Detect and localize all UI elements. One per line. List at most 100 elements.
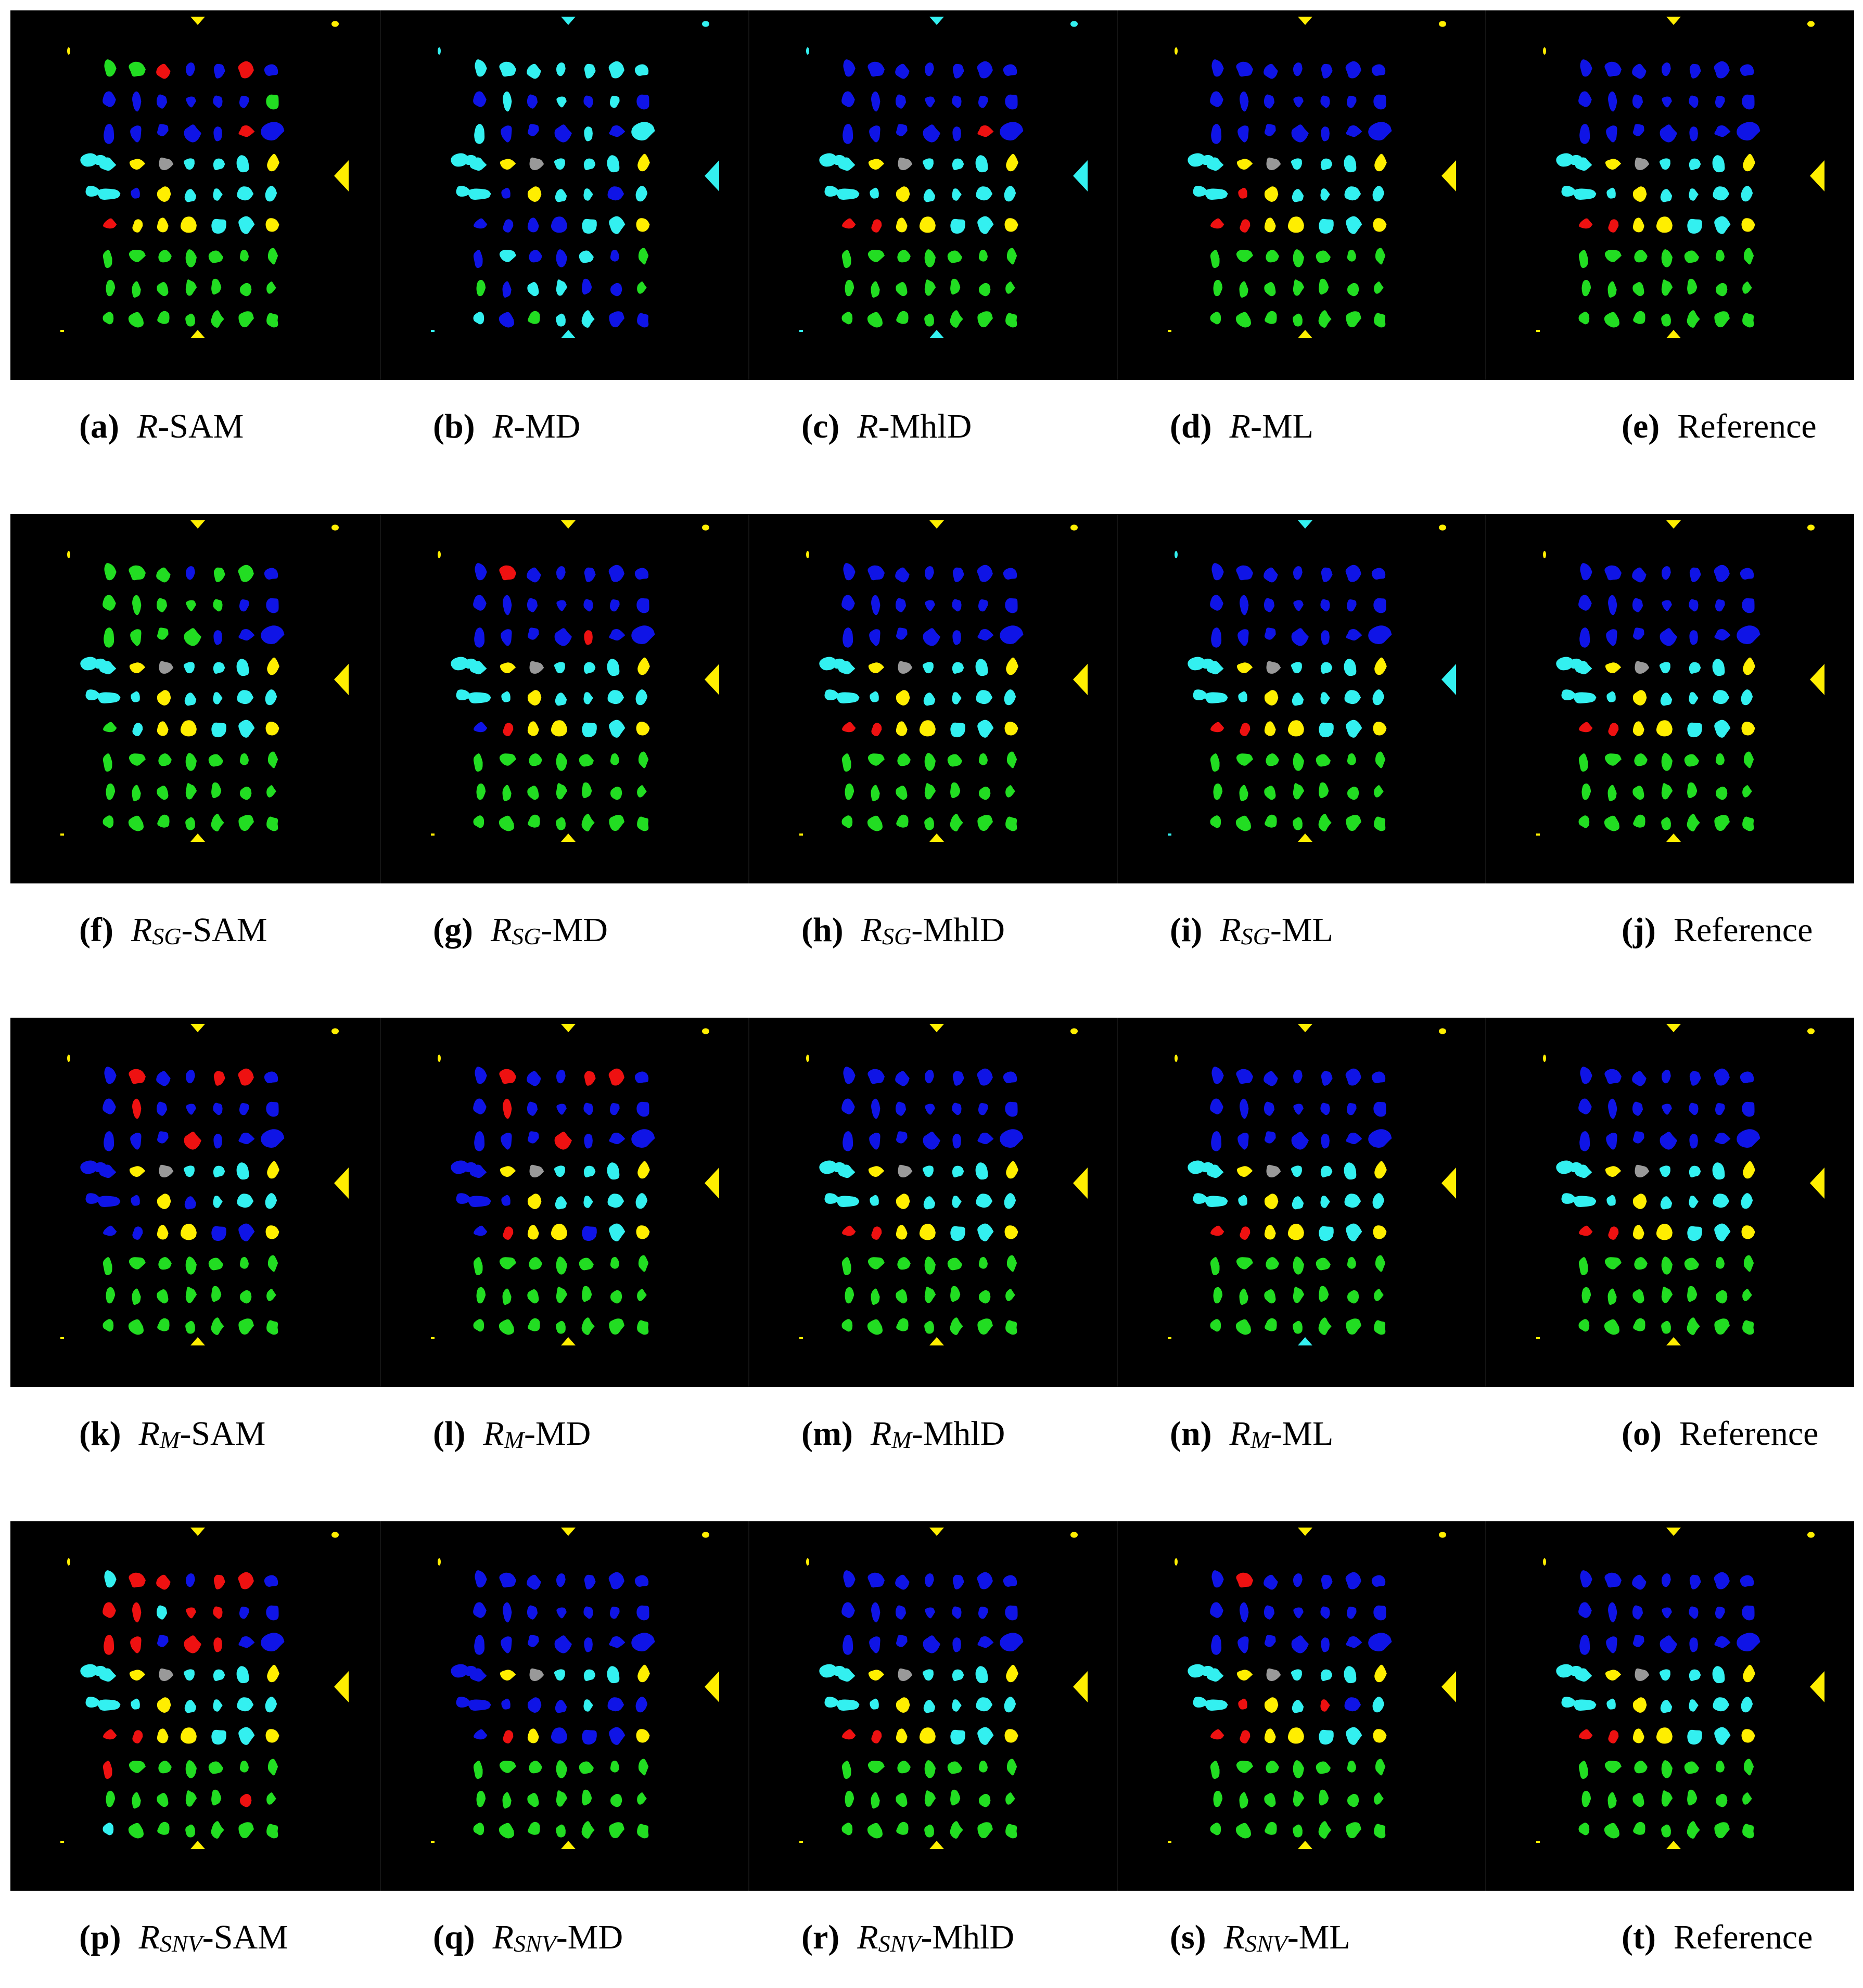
seed-blob — [80, 153, 99, 167]
seed-blob — [1714, 1223, 1731, 1241]
seed-blob — [528, 814, 540, 828]
seed-blob — [474, 124, 485, 144]
seed-blob — [211, 310, 224, 328]
seed-blob — [237, 1697, 254, 1712]
seed-blob — [824, 186, 840, 197]
seed-blob — [1264, 598, 1275, 612]
edge-speck — [438, 1558, 441, 1566]
seed-blob — [1740, 1071, 1754, 1083]
seed-blob — [1240, 1098, 1249, 1119]
seed-blob — [871, 595, 881, 615]
seed-blob — [1210, 815, 1221, 828]
classification-panel — [380, 1018, 748, 1387]
seed-blob — [456, 186, 471, 197]
seed-blob — [636, 1101, 649, 1117]
seed-blob — [1320, 188, 1330, 201]
seed-blob — [607, 659, 620, 676]
seed-blob — [555, 1196, 567, 1210]
method-label: -MD — [556, 1918, 623, 1956]
seed-blob — [950, 1317, 963, 1335]
seed-blob — [584, 1134, 593, 1149]
seed-blob — [1265, 124, 1276, 136]
seed-blob — [1634, 753, 1648, 766]
seed-blob — [950, 814, 963, 831]
seed-blob — [157, 217, 169, 233]
seed-blob — [579, 754, 594, 767]
spectrum-symbol: R — [136, 407, 158, 445]
seed-blob — [1687, 1317, 1700, 1335]
panel-letter: (l) — [433, 1415, 466, 1453]
seed-blob — [1607, 785, 1617, 802]
seed-blob — [1345, 1068, 1361, 1086]
seed-blob — [129, 1166, 146, 1177]
seed-blob — [1373, 1605, 1386, 1621]
seed-blob — [583, 599, 593, 612]
method-label: -ML — [1270, 911, 1333, 949]
seed-blob — [474, 1225, 488, 1236]
top-marker — [561, 1024, 576, 1032]
seed-blob — [583, 95, 593, 108]
seed-blob — [1213, 279, 1223, 297]
edge-speck — [1543, 551, 1546, 558]
seed-blob — [1684, 1258, 1699, 1271]
top-marker — [1298, 1528, 1312, 1536]
seed-blob — [1634, 1761, 1648, 1774]
seed-blob — [977, 1727, 994, 1745]
seed-blob — [947, 1258, 962, 1271]
seed-blob — [976, 1194, 993, 1208]
seed-blob — [1368, 1633, 1392, 1651]
seed-blob — [1635, 661, 1650, 674]
panel-caption: (q) RSNV-MD — [433, 1906, 623, 1969]
classification-map — [60, 1024, 349, 1345]
seed-blob — [582, 1789, 592, 1806]
seed-blob — [1661, 279, 1673, 296]
seed-blob — [1005, 94, 1018, 110]
seed-blob — [501, 1133, 512, 1150]
seed-blob — [1000, 1129, 1024, 1148]
seed-blob — [978, 283, 991, 297]
seed-blob — [238, 1068, 254, 1086]
seed-blob — [1689, 630, 1698, 645]
seed-blob — [1373, 218, 1387, 232]
seed-blob — [1714, 1132, 1731, 1145]
method-label: -SAM — [181, 911, 267, 949]
seed-blob — [1607, 1288, 1617, 1305]
seed-blob — [156, 94, 168, 109]
seed-blob — [582, 1286, 592, 1302]
seed-blob — [1715, 1760, 1725, 1773]
seed-blob — [467, 692, 491, 703]
seed-blob — [897, 753, 911, 766]
seed-blob — [96, 1196, 121, 1207]
seed-blob — [977, 1572, 993, 1589]
seed-blob — [1689, 662, 1701, 674]
seed-blob — [1236, 1069, 1253, 1084]
edge-speck — [1536, 1841, 1540, 1843]
spectrum-subscript: M — [891, 1427, 912, 1453]
seed-blob — [1003, 1071, 1017, 1083]
seed-blob — [499, 815, 515, 831]
seed-blob — [1240, 1602, 1249, 1623]
seed-blob — [1561, 1697, 1577, 1708]
seed-blob — [1373, 1101, 1386, 1117]
seed-blob — [978, 1290, 991, 1304]
seed-blob — [555, 692, 567, 706]
seed-blob — [1316, 754, 1331, 767]
seed-blob — [1632, 1605, 1643, 1620]
classification-map — [1168, 17, 1456, 338]
seed-blob — [1293, 1760, 1304, 1778]
seed-blob — [503, 723, 514, 736]
seed-blob — [213, 1606, 223, 1619]
seed-blob — [919, 720, 936, 737]
seed-blob — [473, 753, 483, 772]
panel-letter: (a) — [79, 407, 119, 445]
seed-blob — [637, 816, 649, 831]
seed-blob — [185, 753, 197, 771]
seed-blob — [610, 786, 622, 800]
classification-panel — [1485, 1521, 1854, 1891]
seed-blob — [843, 1067, 856, 1084]
seed-blob — [1318, 814, 1332, 831]
right-marker — [1810, 1168, 1824, 1199]
seed-blob — [1266, 661, 1281, 674]
seed-blob — [1204, 1196, 1228, 1207]
seed-blob — [129, 1572, 146, 1588]
